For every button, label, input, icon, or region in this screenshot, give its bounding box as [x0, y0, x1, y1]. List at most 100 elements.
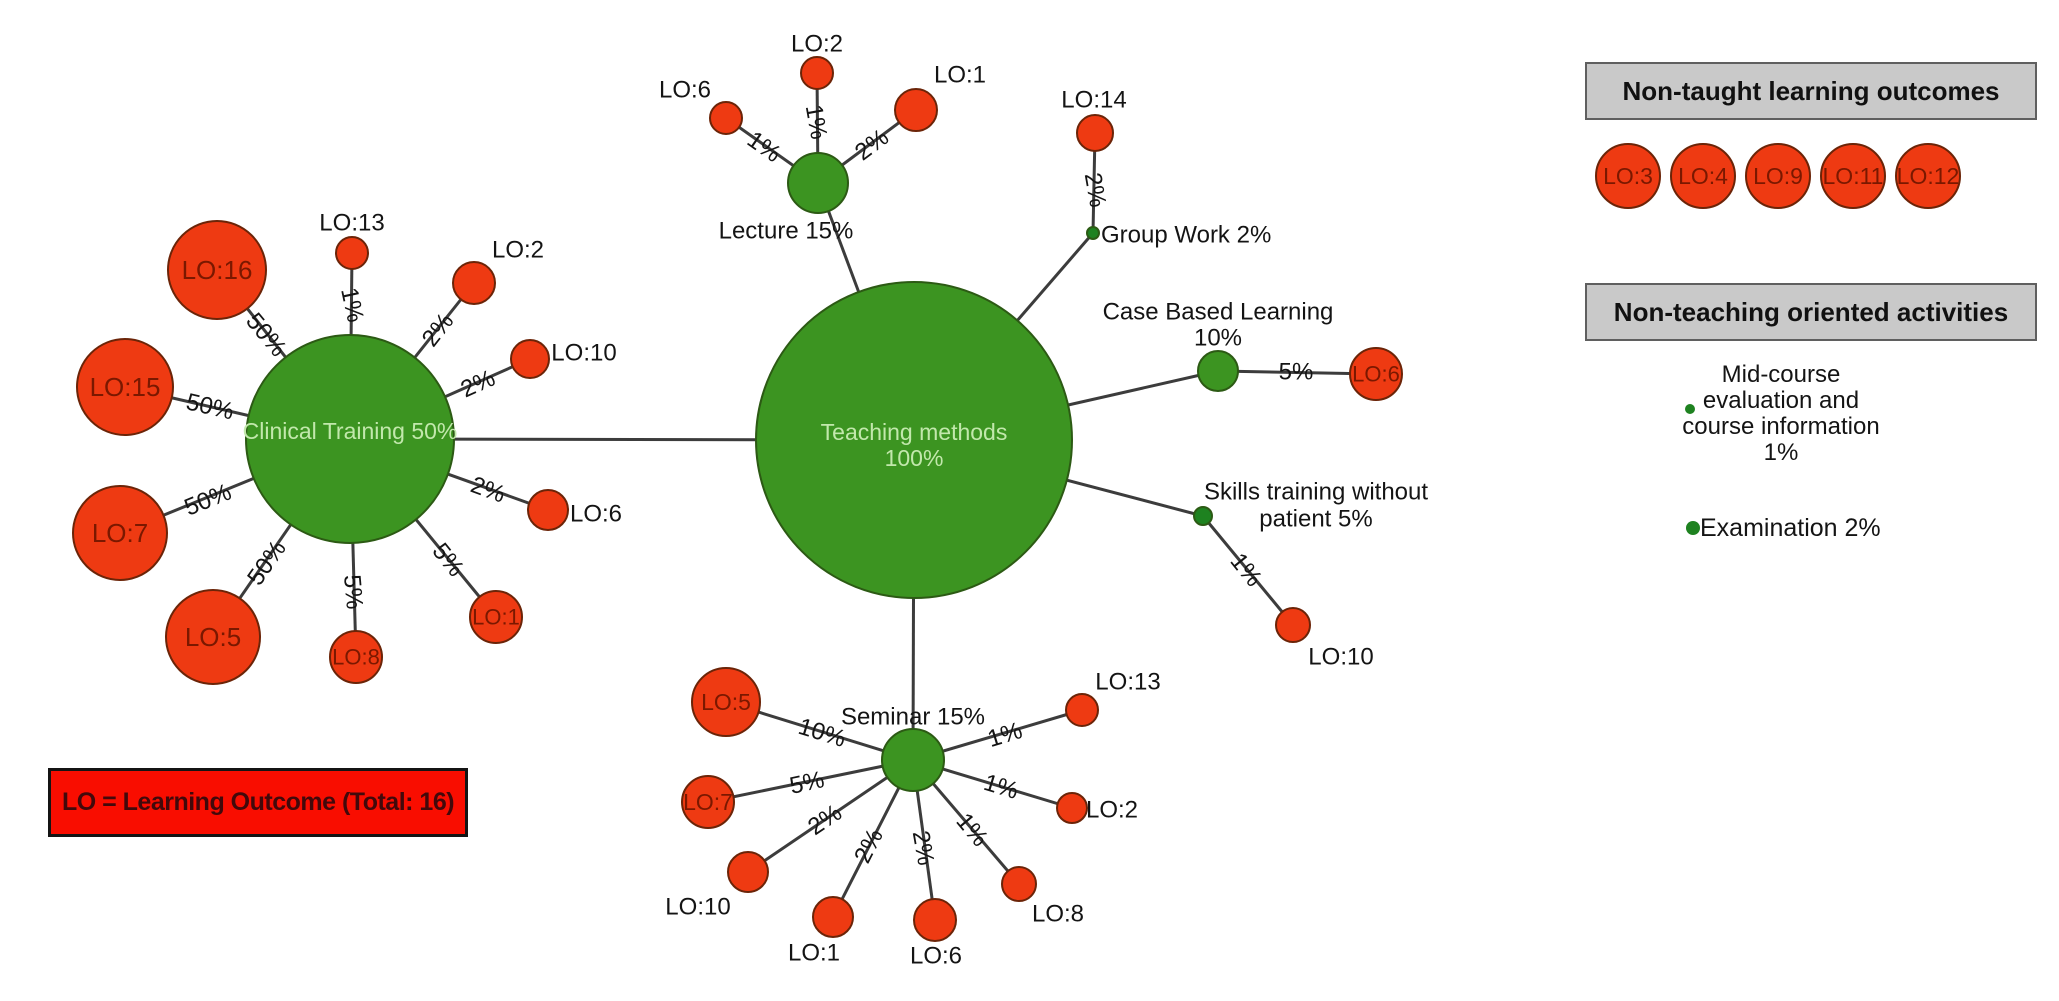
- edge-percent-label-lecture-le2: 1%: [800, 103, 833, 142]
- node-inside-label-cl1: LO:1: [472, 605, 520, 630]
- lo-node-cl1: [469, 590, 523, 644]
- examination-dot-icon: [1686, 521, 1700, 535]
- diagram-label-21: LO:13: [1095, 669, 1160, 696]
- lo-node-cl6: [527, 489, 569, 531]
- lo-node-sk10: [1275, 607, 1311, 643]
- edge-seminar-se10: [747, 758, 914, 874]
- edge-seminar-se7: [707, 758, 914, 804]
- non-teaching-activities-title: Non-teaching oriented activities: [1613, 296, 2009, 327]
- edge-skills-sk10: [1201, 515, 1295, 626]
- edge-percent-label-seminar-se2: 1%: [980, 769, 1021, 805]
- diagram-label-17: LO:1: [788, 940, 840, 967]
- diagram-label-7: LO:13: [319, 210, 384, 237]
- diagram-label-8: LO:2: [492, 237, 544, 264]
- lo-node-se1: [812, 896, 854, 938]
- hub-node-clinical: [245, 334, 455, 544]
- lo-node-cl15: [76, 338, 174, 436]
- node-inside-label-cbl6: LO:6: [1352, 362, 1400, 387]
- diagram-label-12: LO:2: [791, 31, 843, 58]
- lo-node-cl13: [335, 236, 369, 270]
- node-inside-label-se7: LO:7: [683, 789, 733, 815]
- node-inside-label-cl16: LO:16: [182, 255, 253, 285]
- diagram-label-20: LO:2: [1086, 797, 1138, 824]
- non-taught-outcomes-header: Non-taught learning outcomes: [1585, 62, 2037, 120]
- lo-node-cl5: [165, 589, 261, 685]
- lo-node-cl8: [329, 630, 383, 684]
- non-taught-circle-lo-11: LO:11: [1820, 143, 1886, 209]
- diagram-label-16: LO:10: [665, 894, 730, 921]
- node-inside-label-se5: LO:5: [701, 689, 751, 715]
- legend-text: LO = Learning Outcome (Total: 16): [61, 788, 455, 816]
- diagram-label-6: patient 5%: [1259, 506, 1372, 533]
- midcourse-line: evaluation and: [1702, 387, 1860, 414]
- examination-item: Examination 2%: [1700, 514, 1881, 542]
- diagram-label-9: LO:10: [551, 340, 616, 367]
- lo-node-se2: [1056, 792, 1088, 824]
- non-taught-outcomes-title: Non-taught learning outcomes: [1622, 75, 2000, 106]
- edge-percent-label-clinical-cl13: 1%: [335, 285, 369, 325]
- node-inside-label-cl15: LO:15: [90, 372, 161, 402]
- node-inside-label-cl5: LO:5: [185, 622, 241, 652]
- edge-percent-label-cbl-cbl6: 5%: [1279, 359, 1314, 386]
- diagram-label-19: LO:8: [1032, 901, 1084, 928]
- hub-node-lecture: [787, 152, 849, 214]
- midcourse-line: Mid-course: [1721, 361, 1841, 388]
- lo-node-le2: [800, 56, 834, 90]
- non-taught-circle-lo-9: LO:9: [1745, 143, 1811, 209]
- hub-node-cbl: [1197, 350, 1239, 392]
- edge-percent-label-seminar-se1: 2%: [849, 824, 889, 867]
- edge-percent-label-seminar-se13: 1%: [984, 717, 1025, 753]
- diagram-label-1: Seminar 15%: [841, 704, 985, 731]
- diagram-label-14: LO:14: [1061, 87, 1126, 114]
- non-taught-circle-lo-4: LO:4: [1670, 143, 1736, 209]
- lo-node-cl7: [72, 485, 168, 581]
- non-taught-circle-lo-3: LO:3: [1595, 143, 1661, 209]
- diagram-label-0: Lecture 15%: [719, 218, 854, 245]
- edge-percent-label-seminar-se6: 2%: [907, 829, 940, 868]
- lo-node-cl2: [452, 261, 496, 305]
- diagram-label-4: 10%: [1194, 325, 1242, 352]
- node-inside-label-cl7: LO:7: [92, 518, 148, 548]
- non-taught-circle-lo-12: LO:12: [1895, 143, 1961, 209]
- legend-box: LO = Learning Outcome (Total: 16): [48, 768, 468, 837]
- edge-percent-label-seminar-se7: 5%: [787, 766, 827, 800]
- midcourse-line: 1%: [1763, 439, 1799, 466]
- midcourse-line: course information: [1682, 413, 1880, 440]
- lo-node-cbl6: [1349, 347, 1403, 401]
- activity-dot-groupwork: [1086, 226, 1100, 240]
- lo-node-se10: [727, 851, 769, 893]
- diagram-label-11: LO:6: [659, 77, 711, 104]
- midcourse-dot-icon: [1685, 404, 1695, 414]
- edge-percent-label-clinical-cl10: 2%: [457, 365, 500, 404]
- diagram-label-10: LO:6: [570, 501, 622, 528]
- edge-percent-label-seminar-se10: 2%: [803, 799, 847, 841]
- hub-node-seminar: [881, 728, 945, 792]
- hub-node-teaching: [755, 281, 1073, 599]
- edge-percent-label-clinical-cl8: 5%: [338, 574, 368, 611]
- diagram-label-13: LO:1: [934, 62, 986, 89]
- lo-node-cl10: [510, 339, 550, 379]
- lo-node-se7: [681, 775, 735, 829]
- lo-node-lo14: [1076, 114, 1114, 152]
- lo-node-se13: [1065, 693, 1099, 727]
- lo-node-le1: [894, 88, 938, 132]
- nodes-layer: [72, 56, 1403, 942]
- lo-node-le6: [709, 101, 743, 135]
- node-inside-label-cl8: LO:8: [332, 645, 380, 670]
- diagram-label-3: Case Based Learning: [1103, 299, 1334, 326]
- edge-percent-label-clinical-cl15: 50%: [184, 388, 237, 425]
- diagram-label-15: LO:10: [1308, 644, 1373, 671]
- lo-node-se5: [691, 667, 761, 737]
- node-inside-label-teaching: Teaching methods: [821, 419, 1008, 445]
- lo-node-se6: [913, 898, 957, 942]
- lo-node-se8: [1001, 866, 1037, 902]
- midcourse-item: Mid-course evaluation and course informa…: [1650, 362, 1912, 466]
- node-inside-label-clinical: Clinical Training 50%: [243, 418, 458, 444]
- node-inside-label-teaching: 100%: [885, 445, 944, 471]
- activity-dot-skills: [1193, 506, 1213, 526]
- lo-node-cl16: [167, 220, 267, 320]
- diagram-label-2: Group Work 2%: [1101, 222, 1271, 249]
- edge-percent-label-clinical-cl7: 50%: [181, 478, 236, 521]
